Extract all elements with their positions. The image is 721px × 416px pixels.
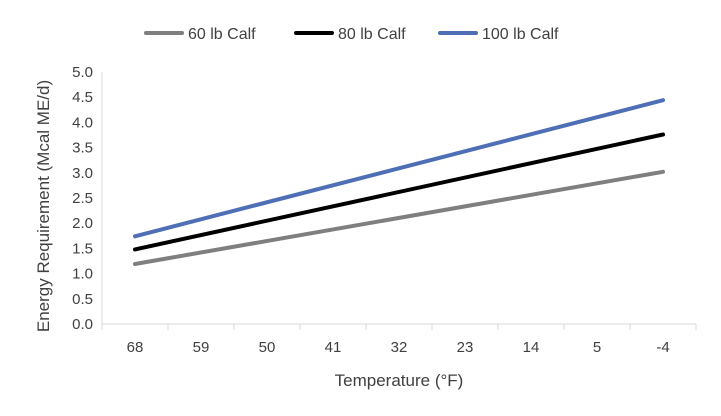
- legend: 60 lb Calf 80 lb Calf 100 lb Calf: [144, 26, 559, 43]
- x-tick-label: 32: [391, 339, 408, 356]
- y-tick-label: 4.5: [72, 89, 93, 106]
- y-tick-label: 4.0: [72, 114, 93, 131]
- y-tick-label: 3.5: [72, 140, 93, 157]
- y-axis-title: Energy Requirement (Mcal ME/d): [34, 80, 53, 332]
- y-tick-label: 2.5: [72, 190, 93, 207]
- series-line-60-lb: [133, 169, 665, 266]
- y-tick-label: 1.5: [72, 240, 93, 257]
- y-tick-label: 5.0: [72, 64, 93, 81]
- x-tick-label: -4: [656, 339, 669, 356]
- y-tick-label: 0.5: [72, 291, 93, 308]
- x-tick-label: 5: [593, 339, 601, 356]
- x-tick-label: 23: [457, 339, 474, 356]
- x-tick-label: 14: [523, 339, 540, 356]
- legend-label: 80 lb Calf: [338, 26, 406, 43]
- legend-label: 60 lb Calf: [188, 26, 256, 43]
- series-layer: [133, 98, 665, 266]
- x-tick-label: 41: [325, 339, 342, 356]
- series-line-100-lb: [133, 98, 665, 239]
- y-tick-label: 0.0: [72, 316, 93, 333]
- x-tick-label: 50: [259, 339, 276, 356]
- x-axis-title: Temperature (°F): [335, 371, 464, 390]
- y-tick-label: 2.0: [72, 215, 93, 232]
- x-tick-label: 59: [193, 339, 210, 356]
- y-tick-label: 3.0: [72, 165, 93, 182]
- x-tick-labels: 68 59 50 41 32 23 14 5 -4: [101, 324, 697, 356]
- y-tick-label: 1.0: [72, 266, 93, 283]
- legend-label: 100 lb Calf: [482, 26, 559, 43]
- series-line-80-lb: [133, 132, 665, 252]
- axes: [101, 72, 696, 325]
- x-tick-label: 68: [127, 339, 144, 356]
- y-tick-labels: 0.0 0.5 1.0 1.5 2.0 2.5 3.0 3.5 4.0 4.5 5.0: [72, 64, 93, 333]
